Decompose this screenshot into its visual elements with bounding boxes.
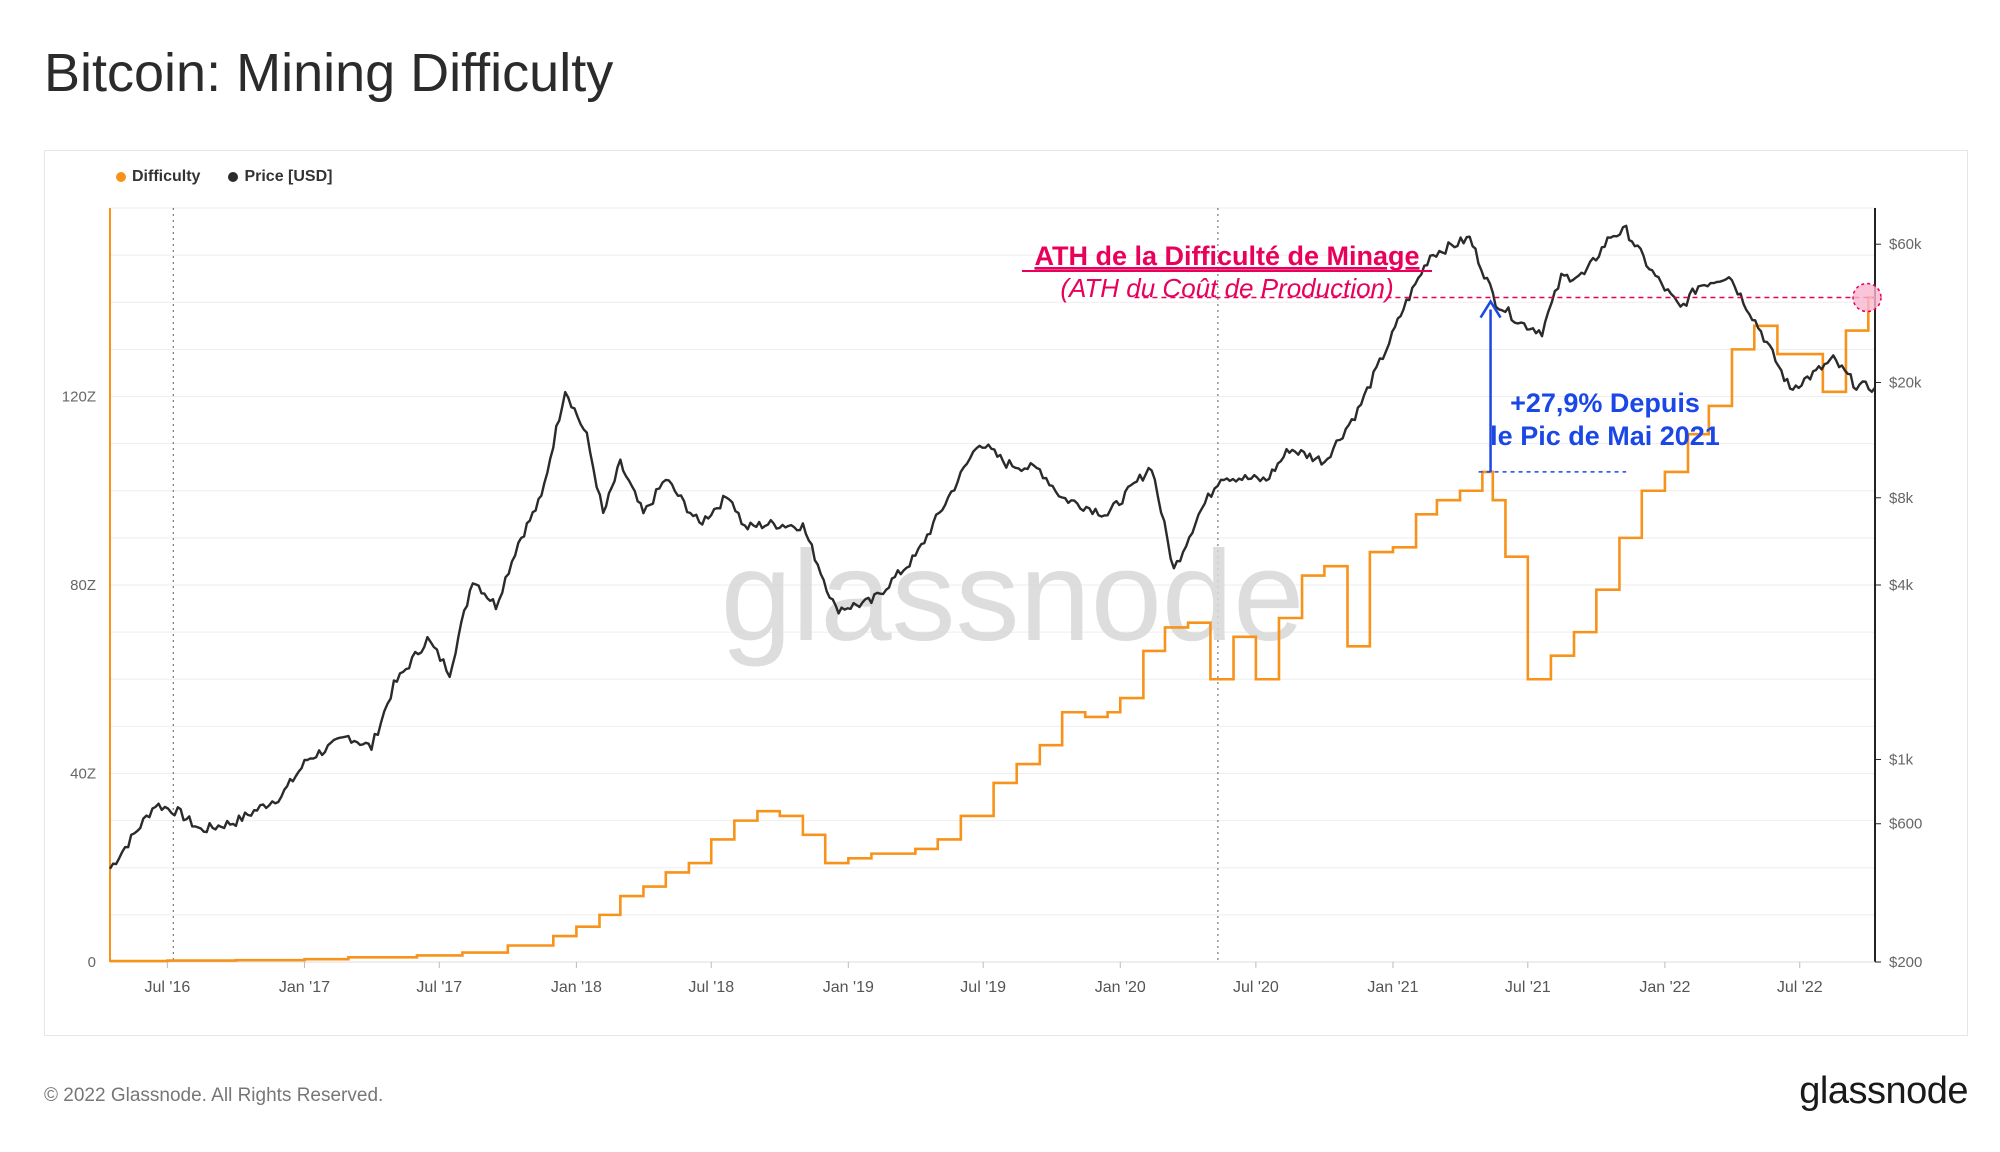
legend-label-price: Price [USD]: [244, 168, 333, 185]
x-tick-label: Jul '20: [1233, 979, 1279, 996]
x-tick-label: Jul '22: [1777, 979, 1823, 996]
y-left-tick-label: 0: [88, 954, 96, 971]
y-right-tick-label: $200: [1889, 954, 1922, 971]
x-tick-label: Jan '17: [279, 979, 330, 996]
x-tick-label: Jul '16: [144, 979, 190, 996]
difficulty-line: [110, 296, 1875, 963]
y-right-tick-label: $60k: [1889, 236, 1922, 253]
gain-annotation-line2: le Pic de Mai 2021: [1490, 421, 1720, 451]
chart-frame: [44, 150, 1968, 1036]
legend-item-price[interactable]: Price [USD]: [228, 168, 332, 186]
x-tick-label: Jan '19: [823, 979, 874, 996]
ath-highlight-circle: [1852, 282, 1882, 313]
copyright-text: © 2022 Glassnode. All Rights Reserved.: [44, 1085, 384, 1106]
y-right-tick-label: $600: [1889, 816, 1922, 833]
x-tick-label: Jul '17: [416, 979, 462, 996]
price-line: [108, 224, 1876, 870]
y-left-tick-label: 120Z: [62, 389, 96, 406]
y-right-tick-label: $8k: [1889, 490, 1914, 507]
y-left-tick-label: 40Z: [70, 766, 96, 783]
y-right-tick-label: $20k: [1889, 374, 1922, 391]
x-tick-label: Jan '20: [1095, 979, 1146, 996]
legend-dot-price: [228, 172, 239, 182]
gain-annotation-line1: +27,9% Depuis: [1510, 388, 1700, 418]
x-tick-label: Jan '22: [1639, 979, 1690, 996]
ath-annotation-subtitle: (ATH du Coût de Production): [1060, 273, 1393, 303]
x-tick-label: Jan '21: [1367, 979, 1418, 996]
legend-label-difficulty: Difficulty: [132, 168, 201, 185]
x-tick-label: Jul '19: [960, 979, 1006, 996]
y-left-tick-label: 80Z: [70, 577, 96, 594]
glassnode-logo[interactable]: glassnode: [1799, 1070, 1968, 1112]
chart-legend: Difficulty Price [USD]: [116, 168, 332, 186]
gain-arrow-head: [1479, 299, 1502, 319]
page-title: Bitcoin: Mining Difficulty: [44, 43, 614, 103]
y-right-tick-label: $4k: [1889, 577, 1914, 594]
x-tick-label: Jan '18: [551, 979, 602, 996]
y-right-tick-label: $1k: [1889, 751, 1914, 768]
x-tick-label: Jul '18: [688, 979, 734, 996]
x-tick-label: Jul '21: [1505, 979, 1551, 996]
legend-item-difficulty[interactable]: Difficulty: [116, 168, 200, 186]
legend-dot-difficulty: [116, 172, 126, 182]
watermark: glassnode: [721, 525, 1305, 668]
ath-annotation-title: ATH de la Difficulté de Minage: [1034, 241, 1419, 271]
